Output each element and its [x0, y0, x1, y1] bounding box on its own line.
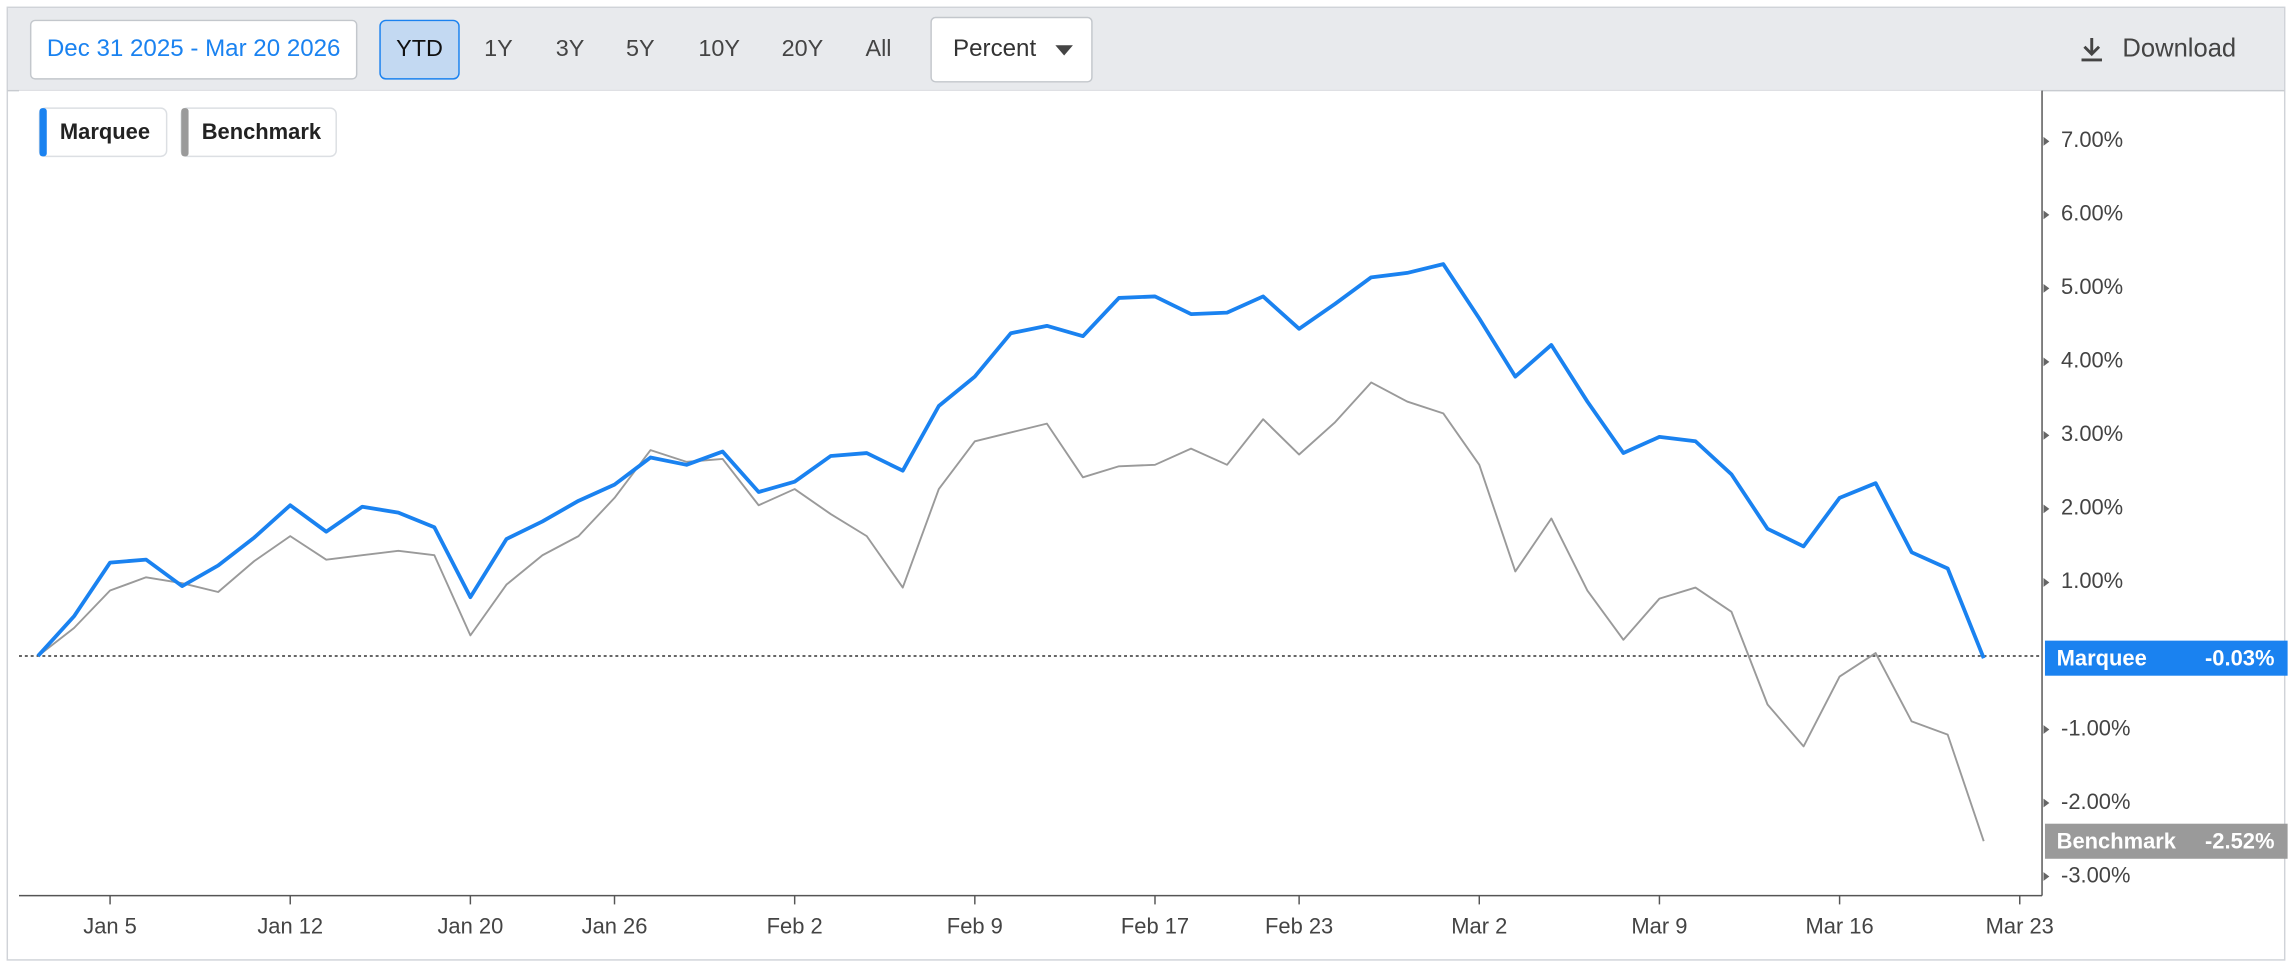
- y-tick-label: 3.00%: [2061, 421, 2123, 446]
- y-tick-label: -3.00%: [2061, 862, 2130, 887]
- y-tick: [2043, 136, 2050, 146]
- legend-label[interactable]: Marquee: [60, 119, 150, 144]
- range-button[interactable]: 1Y: [484, 35, 513, 61]
- y-tick-label: 4.00%: [2061, 348, 2123, 373]
- legend-label[interactable]: Benchmark: [202, 119, 322, 144]
- end-label-name: Benchmark: [2057, 828, 2177, 853]
- y-tick: [2043, 357, 2050, 367]
- y-tick-label: 6.00%: [2061, 201, 2123, 226]
- x-tick-label: Jan 5: [83, 914, 137, 939]
- y-tick-label: 5.00%: [2061, 274, 2123, 299]
- range-button[interactable]: 3Y: [556, 35, 585, 61]
- y-tick-label: -1.00%: [2061, 715, 2130, 740]
- plot-area: [19, 90, 2043, 896]
- y-tick: [2043, 504, 2050, 514]
- legend-swatch: [181, 108, 189, 157]
- download-icon: [2081, 37, 2102, 62]
- date-range-box[interactable]: [29, 19, 358, 80]
- x-tick-label: Feb 9: [947, 914, 1003, 939]
- range-button-active[interactable]: [379, 19, 460, 80]
- x-tick-label: Mar 16: [1805, 914, 1873, 939]
- end-label-box: [2044, 823, 2288, 859]
- x-tick-label: Feb 17: [1121, 914, 1189, 939]
- x-tick-label: Jan 20: [437, 914, 503, 939]
- y-tick-label: 1.00%: [2061, 568, 2123, 593]
- series-line: [37, 381, 1985, 842]
- end-label-value: -0.03%: [2205, 645, 2274, 670]
- toolbar-controls: Dec 31 2025 - Mar 20 2026 Percent Downlo…: [29, 16, 2236, 83]
- y-tick: [2043, 872, 2050, 881]
- range-button[interactable]: YTD: [396, 35, 443, 61]
- unit-menu[interactable]: Percent: [953, 35, 1036, 62]
- range-button[interactable]: 10Y: [698, 35, 740, 61]
- x-tick-label: Mar 23: [1986, 914, 2054, 939]
- unit-menu-box[interactable]: [930, 16, 1093, 83]
- y-tick: [2043, 798, 2050, 808]
- range-button[interactable]: 5Y: [626, 35, 655, 61]
- y-tick: [2043, 210, 2050, 220]
- y-tick: [2043, 283, 2050, 293]
- legend-box[interactable]: [180, 107, 337, 158]
- series-line: [36, 262, 1986, 659]
- legend-box[interactable]: [38, 107, 168, 158]
- range-button[interactable]: All: [866, 35, 892, 61]
- x-tick-label: Jan 26: [582, 914, 648, 939]
- x-tick-label: Jan 12: [257, 914, 323, 939]
- y-tick: [2043, 578, 2050, 587]
- y-tick: [2043, 431, 2050, 440]
- y-tick-label: 7.00%: [2061, 127, 2123, 152]
- y-tick-label: 2.00%: [2061, 495, 2123, 520]
- x-tick-label: Mar 2: [1451, 914, 1507, 939]
- x-tick-label: Feb 2: [767, 914, 823, 939]
- x-tick-label: Feb 23: [1265, 914, 1333, 939]
- legend-swatch: [39, 108, 47, 157]
- end-label-name: Marquee: [2057, 645, 2147, 670]
- end-label-value: -2.52%: [2205, 828, 2274, 853]
- end-label-box: [2044, 640, 2288, 676]
- x-tick-label: Mar 9: [1631, 914, 1687, 939]
- y-tick: [2043, 725, 2050, 734]
- dropdown-caret: [1055, 45, 1073, 56]
- y-tick-label: -2.00%: [2061, 789, 2130, 814]
- download-button[interactable]: Download: [2122, 34, 2236, 62]
- range-button[interactable]: 20Y: [782, 35, 824, 61]
- date-range[interactable]: Dec 31 2025 - Mar 20 2026: [47, 35, 341, 62]
